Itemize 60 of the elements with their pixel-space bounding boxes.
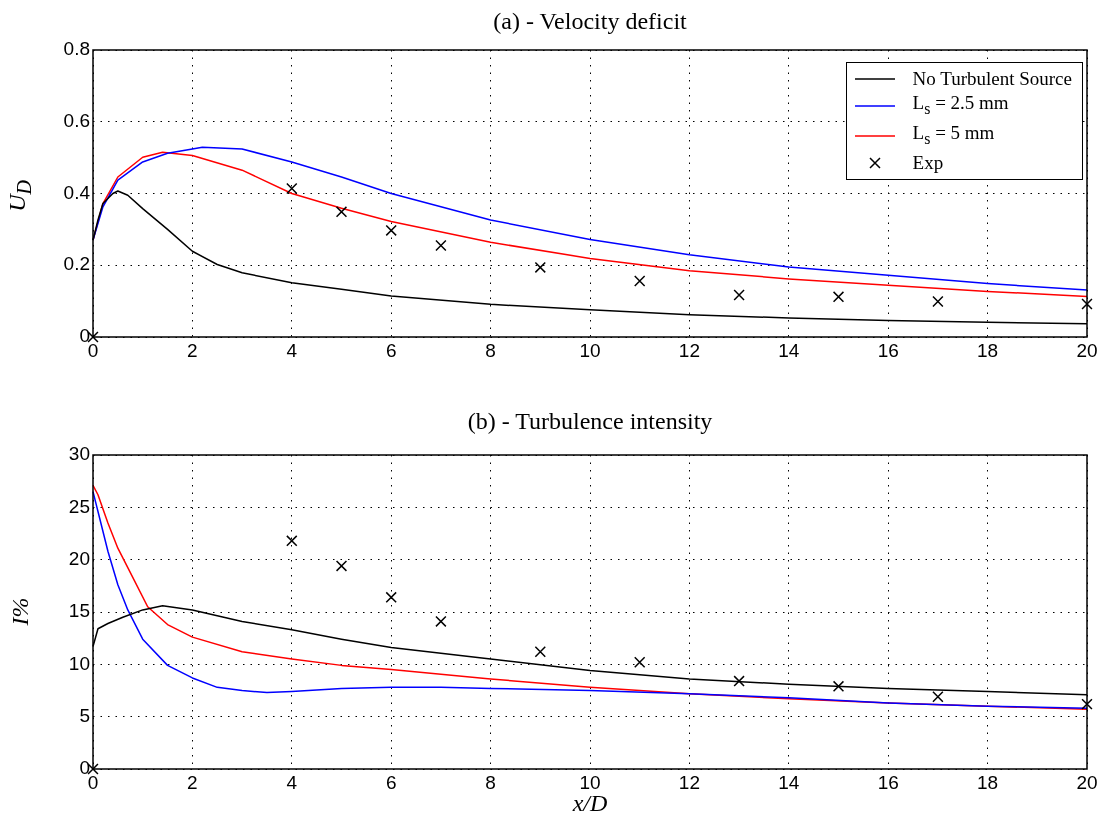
y-tick-label: 0 (79, 757, 90, 779)
chart-title: (b) - Turbulence intensity (466, 408, 714, 435)
legend-label: No Turbulent Source (912, 67, 1072, 91)
y-tick-label: 0.8 (63, 38, 90, 60)
point (385, 224, 397, 237)
x-tick-label: 10 (579, 339, 601, 361)
x-tick-label: 18 (977, 339, 999, 361)
x-tick-label: 4 (286, 339, 298, 361)
point (634, 656, 646, 668)
point (335, 560, 348, 572)
point (534, 646, 546, 658)
point (335, 206, 348, 218)
y-tick-label: 0.2 (63, 253, 90, 275)
point (1081, 298, 1093, 310)
y-tick-label: 30 (68, 443, 90, 465)
x-tick-label: 14 (778, 339, 800, 361)
y-tick-label: 15 (68, 600, 90, 622)
x-axis-title: x/D (572, 790, 608, 816)
x-tick-label: 6 (385, 339, 397, 361)
y-tick-label: 5 (79, 704, 90, 726)
point (832, 291, 845, 303)
legend-label: L$_{s}$ = 5 mm (912, 120, 995, 149)
point (1081, 698, 1093, 710)
y-tick-label: 25 (68, 495, 90, 517)
x-tick-label: 12 (678, 771, 700, 793)
x-tick-label: 14 (778, 771, 800, 793)
x-tick-label: 20 (1076, 771, 1098, 793)
chart-title: (a) - Velocity deficit (492, 8, 688, 35)
point (932, 691, 944, 703)
x-tick-label: 12 (678, 339, 700, 361)
point (733, 289, 745, 301)
x-tick-label: 4 (286, 771, 298, 793)
y-tick-label: 0 (79, 325, 90, 347)
point (534, 261, 546, 274)
point (832, 680, 845, 693)
x-tick-label: 8 (485, 339, 496, 361)
x-tick-label: 18 (977, 771, 999, 793)
point (435, 239, 447, 252)
y-tick-label: 10 (68, 652, 90, 674)
point (286, 535, 298, 547)
point (932, 295, 944, 308)
point (385, 591, 397, 604)
x-tick-label: 16 (877, 339, 899, 361)
y-axis-title: I% (6, 596, 34, 628)
y-tick-label: 20 (68, 547, 90, 569)
x-tick-label: 2 (187, 339, 198, 361)
x-tick-label: 10 (579, 771, 601, 793)
x-tick-label: 16 (877, 771, 899, 793)
x-tick-label: 2 (187, 771, 198, 793)
point (286, 182, 298, 195)
y-tick-label: 0.4 (63, 181, 91, 203)
x-tick-label: 8 (485, 771, 496, 793)
x-tick-label: 20 (1076, 339, 1098, 361)
point (435, 615, 447, 628)
point (634, 275, 646, 287)
legend-label: Exp (912, 150, 944, 175)
y-tick-label: 0.6 (63, 109, 90, 131)
point (733, 675, 745, 687)
legend-label: L$_{s}$ = 2.5 mm (912, 91, 1009, 119)
x-tick-label: 6 (385, 771, 397, 793)
